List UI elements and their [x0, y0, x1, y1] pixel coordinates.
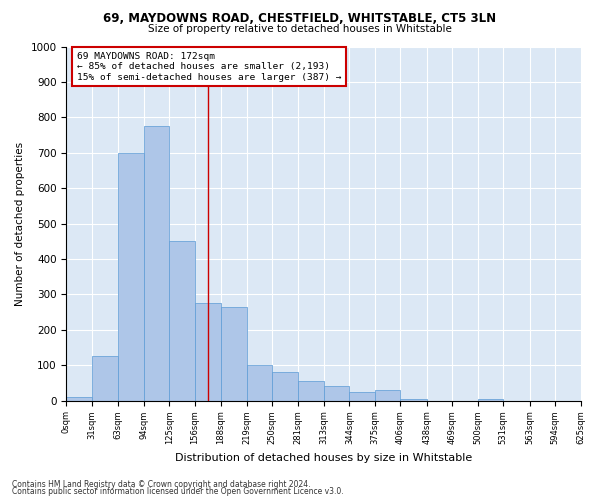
- Bar: [349, 392, 375, 400]
- Text: 69, MAYDOWNS ROAD, CHESTFIELD, WHITSTABLE, CT5 3LN: 69, MAYDOWNS ROAD, CHESTFIELD, WHITSTABL…: [103, 12, 497, 26]
- Bar: [247, 365, 272, 400]
- Bar: [169, 241, 195, 400]
- Bar: [67, 397, 92, 400]
- Bar: [298, 381, 324, 400]
- Bar: [221, 306, 247, 400]
- Bar: [400, 399, 427, 400]
- X-axis label: Distribution of detached houses by size in Whitstable: Distribution of detached houses by size …: [175, 452, 472, 462]
- Bar: [92, 356, 118, 401]
- Bar: [195, 303, 221, 400]
- Bar: [375, 390, 400, 400]
- Text: Size of property relative to detached houses in Whitstable: Size of property relative to detached ho…: [148, 24, 452, 34]
- Bar: [144, 126, 169, 400]
- Text: Contains HM Land Registry data © Crown copyright and database right 2024.: Contains HM Land Registry data © Crown c…: [12, 480, 311, 489]
- Text: 69 MAYDOWNS ROAD: 172sqm
← 85% of detached houses are smaller (2,193)
15% of sem: 69 MAYDOWNS ROAD: 172sqm ← 85% of detach…: [77, 52, 341, 82]
- Bar: [118, 152, 144, 400]
- Bar: [478, 399, 503, 400]
- Bar: [272, 372, 298, 400]
- Bar: [324, 386, 349, 400]
- Y-axis label: Number of detached properties: Number of detached properties: [15, 142, 25, 306]
- Text: Contains public sector information licensed under the Open Government Licence v3: Contains public sector information licen…: [12, 488, 344, 496]
